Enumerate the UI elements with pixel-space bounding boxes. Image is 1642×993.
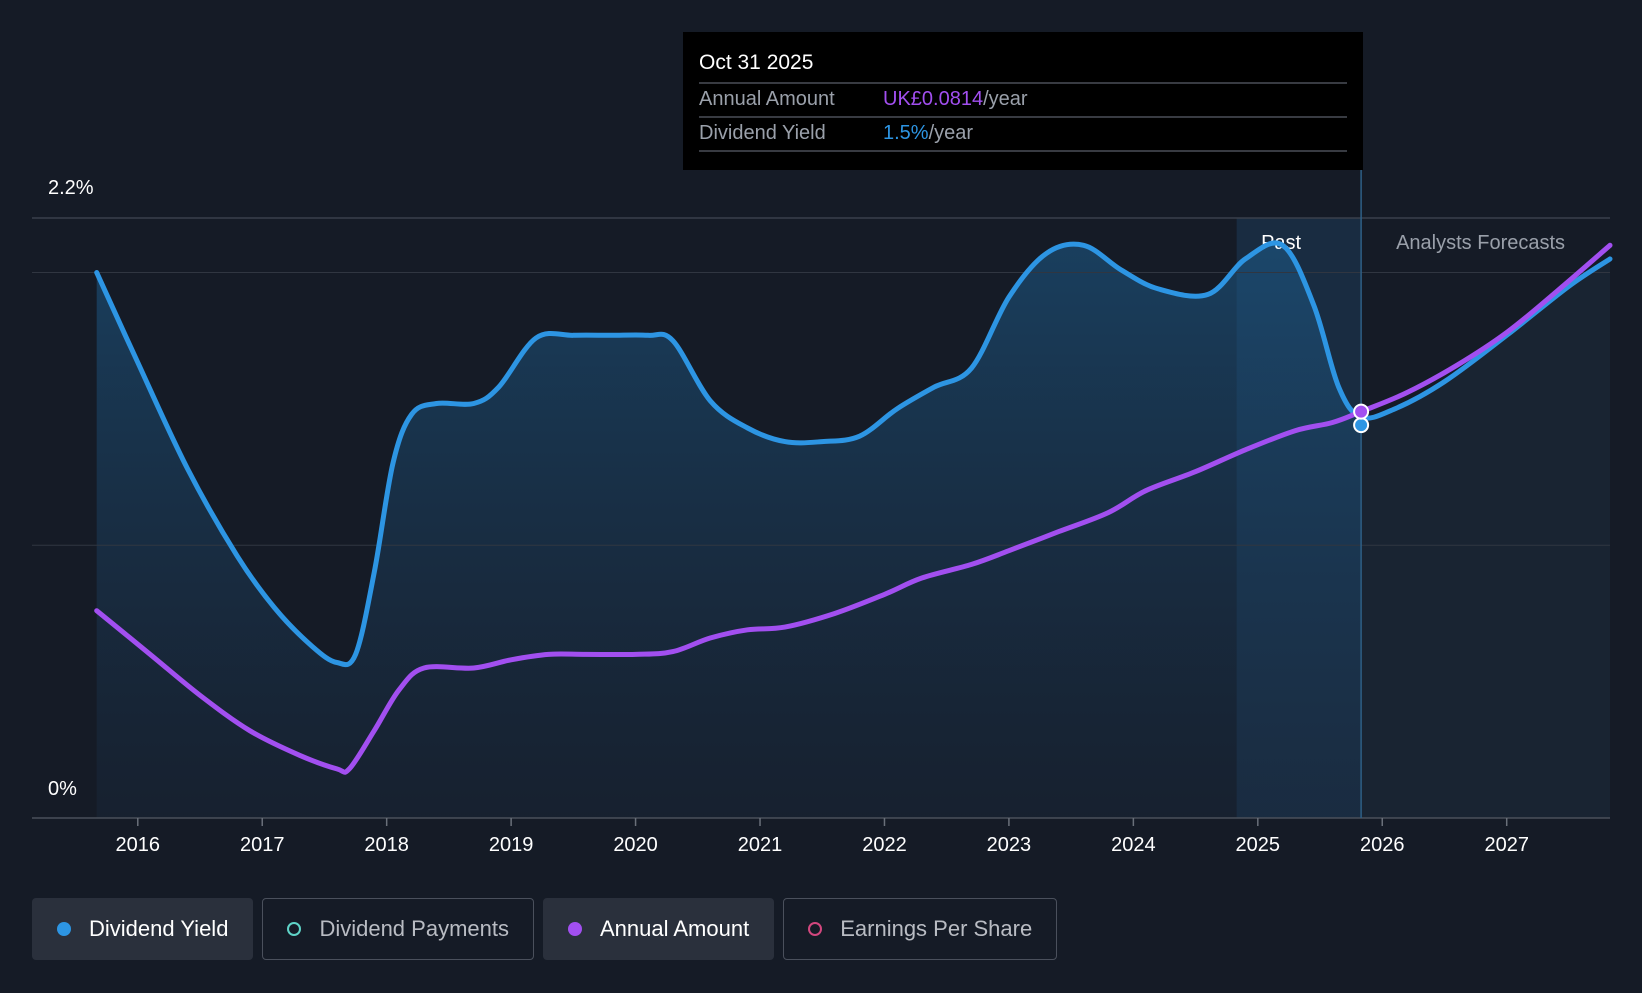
tooltip-suffix: /year (929, 122, 974, 144)
x-tick-label: 2024 (1111, 834, 1156, 856)
x-tick-label: 2019 (489, 834, 534, 856)
x-tick-label: 2018 (364, 834, 409, 856)
legend-label: Dividend Payments (319, 916, 509, 941)
x-tick-label: 2026 (1360, 834, 1405, 856)
forecast-label: Analysts Forecasts (1396, 232, 1565, 254)
legend-dividend-payments-button[interactable]: Dividend Payments (262, 898, 534, 960)
dividend-yield-marker (1353, 417, 1370, 434)
legend-label: Annual Amount (599, 916, 750, 941)
tooltip-row-label: Annual Amount (699, 88, 835, 110)
legend-dividend-payments-ring-icon (287, 922, 302, 936)
legend-dividend-yield-button[interactable]: Dividend Yield (32, 898, 254, 960)
legend-dividend-yield-dot-icon (57, 922, 71, 936)
x-tick-label: 2021 (738, 834, 783, 856)
tooltip-value: 1.5% (883, 122, 929, 144)
tooltip-value: UK£0.0814 (883, 88, 983, 110)
x-tick-label: 2016 (116, 834, 161, 856)
annual-amount-marker (1353, 403, 1370, 420)
tooltip-row-value: UK£0.0814/year (883, 88, 1028, 110)
tooltip-row-value: 1.5%/year (883, 122, 973, 144)
x-tick-label: 2022 (862, 834, 907, 856)
tooltip-box (683, 32, 1363, 170)
x-tick-label: 2023 (987, 834, 1032, 856)
legend-earnings-per-share-button[interactable]: Earnings Per Share (783, 898, 1058, 960)
legend-earnings-per-share-ring-icon (808, 922, 823, 936)
tooltip-date: Oct 31 2025 (699, 51, 813, 74)
legend-annual-amount-button[interactable]: Annual Amount (542, 898, 775, 960)
legend-label: Dividend Yield (89, 916, 229, 941)
x-tick-label: 2027 (1484, 834, 1529, 856)
dividend-yield-area-forecast (1361, 258, 1610, 818)
tooltip-suffix: /year (983, 88, 1028, 110)
tooltip-row-label: Dividend Yield (699, 122, 826, 144)
x-tick-label: 2020 (613, 834, 658, 856)
legend: Dividend Yield Dividend Payments Annual … (32, 898, 1058, 960)
x-tick-label: 2025 (1236, 834, 1281, 856)
y-tick-label: 2.2% (48, 177, 94, 199)
y-tick-label: 0% (48, 778, 77, 800)
legend-annual-amount-dot-icon (567, 922, 582, 936)
dividend-yield-line (94, 240, 1613, 668)
x-tick-label: 2017 (240, 834, 285, 856)
annual-amount-line (94, 242, 1613, 775)
legend-label: Earnings Per Share (840, 916, 1033, 941)
